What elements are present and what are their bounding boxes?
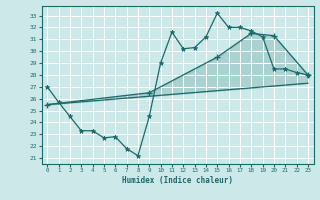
X-axis label: Humidex (Indice chaleur): Humidex (Indice chaleur) — [122, 176, 233, 185]
